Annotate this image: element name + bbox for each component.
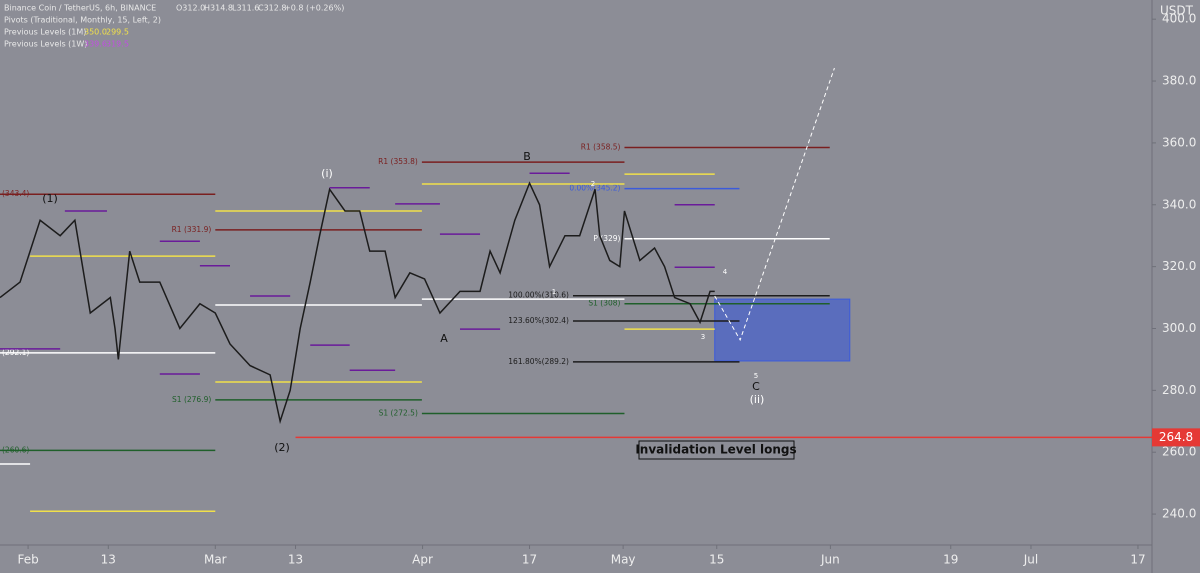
pivot-label: S1 (272.5) <box>379 409 418 418</box>
pivot-label: P (329) <box>593 234 620 243</box>
x-tick-label: Feb <box>17 553 38 567</box>
x-tick-label: Jun <box>820 553 840 567</box>
header-prev-1m-low: 299.5 <box>106 28 129 37</box>
price-tag-label: 264.8 <box>1159 430 1193 444</box>
y-tick-label: 340.0 <box>1162 197 1196 211</box>
x-tick-label: 17 <box>522 553 537 567</box>
y-tick-label: 260.0 <box>1162 445 1196 459</box>
x-tick-label: 19 <box>943 553 958 567</box>
invalidation-box <box>638 440 795 460</box>
pivot-label: (260.6) <box>2 445 29 454</box>
x-tick-label: Jul <box>1023 553 1038 567</box>
x-tick-label: 17 <box>1130 553 1145 567</box>
wave-label: (2) <box>274 441 290 454</box>
x-tick-label: 13 <box>288 553 303 567</box>
wave-label: (i) <box>321 167 333 180</box>
x-tick-label: May <box>611 553 636 567</box>
header-close: C312.8 <box>258 4 287 13</box>
wave-label: C <box>752 380 760 393</box>
pivot-label: 0.00%(345.2) <box>569 184 620 193</box>
header-change: +0.8 (+0.26%) <box>284 4 344 13</box>
x-tick-label: Apr <box>412 553 433 567</box>
wave-label: (ii) <box>750 393 765 406</box>
header-prev-1w: Previous Levels (1W) <box>4 40 87 49</box>
pivot-label: (343.4) <box>2 189 29 198</box>
projection-path <box>714 67 835 342</box>
pivot-label: 123.60%(302.4) <box>508 316 569 325</box>
y-tick-label: 300.0 <box>1162 321 1196 335</box>
header-prev-1m-high: 350.0 <box>84 28 107 37</box>
header-low: L311.6 <box>232 4 259 13</box>
pivot-label: S1 (276.9) <box>172 395 211 404</box>
wave-label: 5 <box>754 372 758 380</box>
pivot-label: (292.1) <box>2 348 29 357</box>
wave-label: B <box>523 150 531 163</box>
header-open: O312.0 <box>176 4 205 13</box>
y-tick-label: 400.0 <box>1162 12 1196 26</box>
y-tick-label: 380.0 <box>1162 74 1196 88</box>
y-tick-label: 280.0 <box>1162 383 1196 397</box>
pivot-label: 100.00%(310.6) <box>508 291 569 300</box>
wave-label: 4 <box>723 268 728 276</box>
x-tick-label: 15 <box>709 553 724 567</box>
header-prev-1w-high: 339.6 <box>84 40 107 49</box>
header-prev-1w-low: 319.5 <box>106 40 129 49</box>
header-high: H314.8 <box>204 4 233 13</box>
pivot-label: R1 (353.8) <box>378 157 418 166</box>
y-tick-label: 320.0 <box>1162 259 1196 273</box>
pivot-label: R1 (331.9) <box>172 225 212 234</box>
wave-label: 1 <box>552 288 556 296</box>
wave-label: 3 <box>701 333 705 341</box>
wave-label: 2 <box>591 180 595 188</box>
pivot-label: R1 (358.5) <box>581 143 621 152</box>
price-tag <box>1152 428 1200 447</box>
pivot-label: 161.80%(289.2) <box>508 357 569 366</box>
y-tick-label: 240.0 <box>1162 507 1196 521</box>
axis-unit: USDT <box>1160 4 1194 18</box>
wave-label: A <box>440 332 448 345</box>
x-tick-label: Mar <box>204 553 227 567</box>
header-pivots: Pivots (Traditional, Monthly, 15, Left, … <box>4 16 161 25</box>
header-symbol: Binance Coin / TetherUS, 6h, BINANCE <box>4 4 156 13</box>
x-tick-label: 13 <box>101 553 116 567</box>
pivot-label: S1 (308) <box>588 299 620 308</box>
target-zone <box>714 298 851 362</box>
y-tick-label: 360.0 <box>1162 135 1196 149</box>
invalidation-label: Invalidation Level longs <box>635 443 796 457</box>
wave-label: (1) <box>42 192 58 205</box>
price-line <box>0 181 715 425</box>
header-prev-1m: Previous Levels (1M) <box>4 28 86 37</box>
